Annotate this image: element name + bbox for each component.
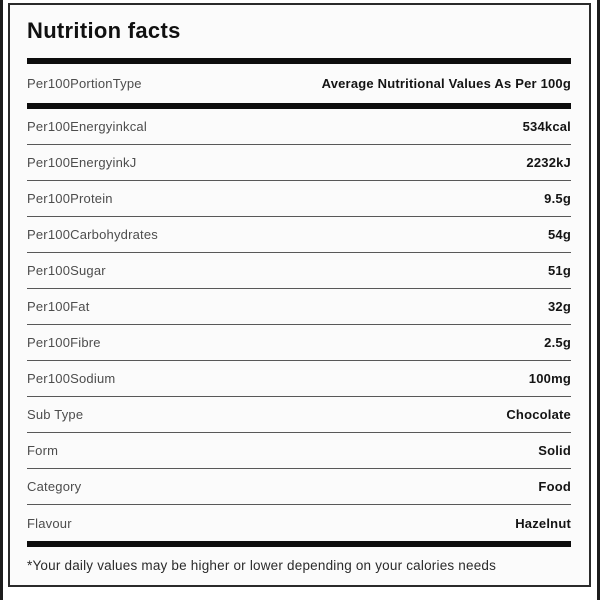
- row-value: 100mg: [528, 371, 571, 386]
- left-edge-border: [0, 0, 3, 600]
- row-value: 32g: [547, 299, 571, 314]
- right-edge-border: [597, 0, 600, 600]
- table-row: Form Solid: [27, 433, 571, 469]
- row-value: Chocolate: [506, 407, 571, 422]
- table-row: Per100Protein 9.5g: [27, 181, 571, 217]
- row-value: 2232kJ: [526, 155, 571, 170]
- row-value: 54g: [547, 227, 571, 242]
- nutrition-facts-card: Nutrition facts Per100PortionType Averag…: [8, 3, 591, 587]
- row-label: Per100Protein: [27, 191, 113, 206]
- row-value: Food: [538, 479, 571, 494]
- row-label: Category: [27, 479, 82, 494]
- table-row: Per100Carbohydrates 54g: [27, 217, 571, 253]
- table-row: Per100EnergyinkJ 2232kJ: [27, 145, 571, 181]
- table-row: Per100Fat 32g: [27, 289, 571, 325]
- row-value: 2.5g: [544, 335, 571, 350]
- row-label: Per100Energyinkcal: [27, 119, 147, 134]
- row-label: Per100EnergyinkJ: [27, 155, 137, 170]
- row-value: 9.5g: [544, 191, 571, 206]
- row-label: Flavour: [27, 515, 72, 531]
- table-row: Per100Sugar 51g: [27, 253, 571, 289]
- nutrition-rows: Per100Energyinkcal 534kcal Per100Energyi…: [27, 109, 571, 541]
- row-label: Sub Type: [27, 407, 84, 422]
- row-label: Per100Sodium: [27, 371, 116, 386]
- table-row: Per100Energyinkcal 534kcal: [27, 109, 571, 145]
- row-value: Solid: [538, 443, 571, 458]
- table-row: Per100Sodium 100mg: [27, 361, 571, 397]
- top-divider-bar: [27, 58, 571, 64]
- row-label: Per100Fat: [27, 299, 90, 314]
- row-label: Per100Fibre: [27, 335, 101, 350]
- row-label: Form: [27, 443, 59, 458]
- header-row-value: Average Nutritional Values As Per 100g: [321, 76, 571, 91]
- nutrition-facts-title: Nutrition facts: [27, 18, 181, 43]
- header-divider-bar: [27, 103, 571, 109]
- row-value: 534kcal: [522, 119, 571, 134]
- header-row-label: Per100PortionType: [27, 76, 142, 91]
- table-row: Per100Fibre 2.5g: [27, 325, 571, 361]
- table-header-row: Per100PortionType Average Nutritional Va…: [27, 64, 571, 103]
- row-value: Hazelnut: [515, 515, 571, 531]
- row-label: Per100Carbohydrates: [27, 227, 158, 242]
- row-value: 51g: [547, 263, 571, 278]
- row-label: Per100Sugar: [27, 263, 106, 278]
- table-row: Flavour Hazelnut: [27, 505, 571, 541]
- table-row: Category Food: [27, 469, 571, 505]
- daily-values-footnote: *Your daily values may be higher or lowe…: [27, 558, 497, 573]
- bottom-divider-bar: [27, 541, 571, 547]
- table-row: Sub Type Chocolate: [27, 397, 571, 433]
